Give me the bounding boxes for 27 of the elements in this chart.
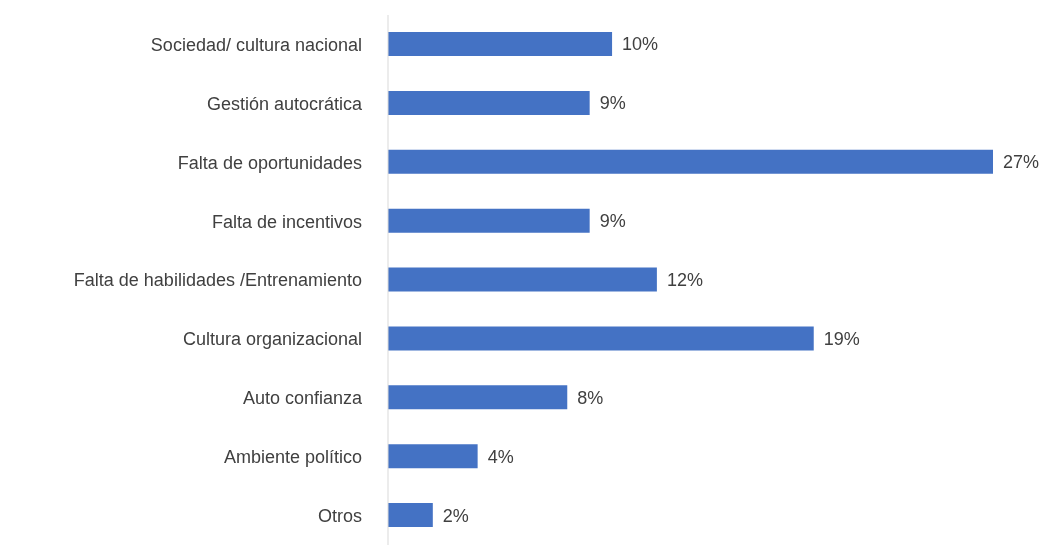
bar	[388, 149, 993, 174]
data-label: 2%	[442, 505, 469, 526]
data-label: 8%	[577, 387, 604, 408]
y-tick-label: Gestión autocrática	[206, 93, 363, 114]
bar	[388, 503, 433, 528]
bar	[388, 90, 590, 115]
bar	[388, 444, 478, 469]
data-label: 19%	[823, 328, 860, 349]
data-label: 9%	[599, 211, 626, 232]
bar	[388, 267, 657, 292]
bar	[388, 326, 814, 351]
data-label: 10%	[622, 34, 659, 55]
y-tick-label: Falta de oportunidades	[177, 152, 362, 173]
bar	[388, 385, 568, 410]
data-label: 9%	[599, 93, 626, 114]
bar	[388, 208, 590, 233]
data-label: 12%	[666, 269, 703, 290]
y-tick-label: Ambiente político	[223, 447, 362, 468]
y-tick-label: Otros	[317, 505, 362, 526]
y-tick-label: Cultura organizacional	[182, 329, 362, 350]
data-label: 4%	[487, 446, 514, 467]
data-label: 27%	[1003, 152, 1040, 173]
y-tick-label: Auto confianza	[242, 388, 363, 409]
y-tick-label: Sociedad/ cultura nacional	[150, 34, 362, 55]
y-tick-label: Falta de incentivos	[211, 211, 362, 232]
y-tick-label: Falta de habilidades /Entrenamiento	[73, 270, 362, 291]
bar	[388, 32, 613, 56]
